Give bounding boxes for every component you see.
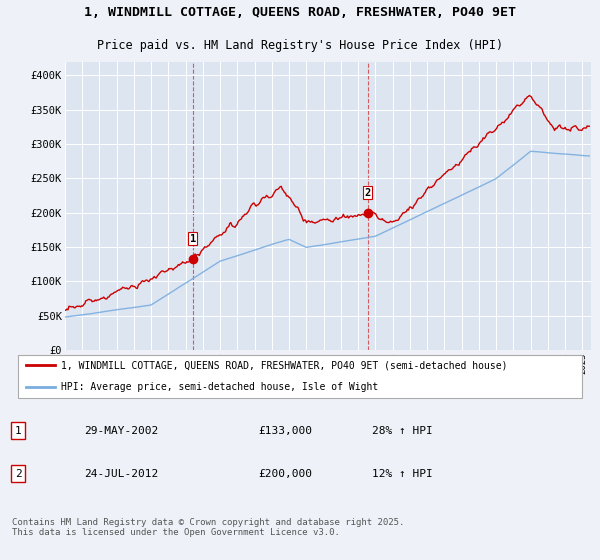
Text: HPI: Average price, semi-detached house, Isle of Wight: HPI: Average price, semi-detached house,… [61, 382, 378, 392]
Text: Contains HM Land Registry data © Crown copyright and database right 2025.
This d: Contains HM Land Registry data © Crown c… [12, 518, 404, 538]
Text: 2: 2 [365, 188, 371, 198]
Text: £200,000: £200,000 [258, 469, 312, 479]
Text: 2: 2 [14, 469, 22, 479]
Text: 12% ↑ HPI: 12% ↑ HPI [372, 469, 433, 479]
Text: 29-MAY-2002: 29-MAY-2002 [84, 426, 158, 436]
FancyBboxPatch shape [18, 354, 582, 399]
Text: 1, WINDMILL COTTAGE, QUEENS ROAD, FRESHWATER, PO40 9ET (semi-detached house): 1, WINDMILL COTTAGE, QUEENS ROAD, FRESHW… [61, 360, 508, 370]
Text: £133,000: £133,000 [258, 426, 312, 436]
Text: Price paid vs. HM Land Registry's House Price Index (HPI): Price paid vs. HM Land Registry's House … [97, 39, 503, 53]
Text: 1, WINDMILL COTTAGE, QUEENS ROAD, FRESHWATER, PO40 9ET: 1, WINDMILL COTTAGE, QUEENS ROAD, FRESHW… [84, 6, 516, 20]
Text: 24-JUL-2012: 24-JUL-2012 [84, 469, 158, 479]
Text: 1: 1 [190, 234, 196, 244]
Text: 1: 1 [14, 426, 22, 436]
Text: 28% ↑ HPI: 28% ↑ HPI [372, 426, 433, 436]
